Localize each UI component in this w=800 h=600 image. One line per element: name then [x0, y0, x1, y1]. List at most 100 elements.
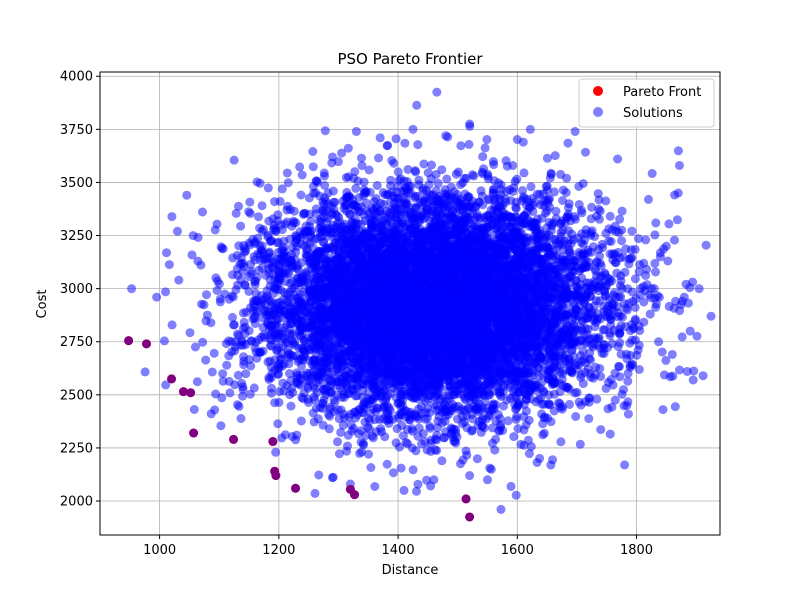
solution-point: [472, 454, 482, 464]
solution-point: [575, 439, 585, 449]
solution-point: [333, 437, 342, 447]
solution-point: [310, 488, 320, 498]
solution-point: [249, 252, 259, 262]
solution-point: [596, 314, 605, 324]
solution-point: [461, 446, 471, 456]
solution-point: [546, 168, 556, 178]
solution-point: [187, 250, 197, 260]
solution-point: [310, 395, 320, 405]
solution-point: [519, 168, 529, 178]
solution-point: [496, 504, 506, 514]
solution-point: [621, 244, 631, 254]
solution-point: [257, 201, 267, 211]
solution-point: [564, 203, 573, 213]
chart-title: PSO Pareto Frontier: [337, 50, 483, 68]
solution-point: [692, 331, 702, 341]
solution-point: [192, 377, 202, 387]
solution-point: [245, 197, 255, 207]
solution-point: [615, 214, 625, 224]
solution-point: [388, 468, 398, 478]
solution-point: [590, 322, 600, 332]
solution-point: [374, 153, 383, 163]
solutions-cloud: [140, 100, 711, 514]
solution-point: [413, 140, 423, 150]
solution-point: [564, 226, 573, 236]
solution-point: [701, 240, 711, 250]
solution-point: [627, 287, 637, 297]
solution-point: [164, 260, 174, 270]
solution-point: [408, 465, 418, 475]
solution-point: [551, 206, 561, 216]
solution-point: [370, 482, 380, 491]
solution-point: [338, 420, 348, 430]
solution-point: [649, 284, 659, 293]
solution-point: [526, 442, 536, 452]
solution-point: [234, 401, 244, 411]
solution-point: [337, 148, 347, 158]
solution-point: [689, 366, 699, 376]
solution-point: [601, 383, 611, 393]
solution-point: [296, 416, 306, 426]
solution-point: [285, 369, 294, 378]
solution-point: [506, 481, 516, 491]
solution-point: [485, 463, 495, 473]
solution-point: [372, 181, 382, 190]
solution-point: [222, 360, 232, 370]
solution-point: [617, 206, 627, 216]
solution-point: [233, 280, 243, 290]
solution-point: [540, 412, 550, 422]
solution-point: [673, 146, 683, 156]
solution-point: [228, 292, 238, 302]
solution-point: [270, 197, 280, 207]
solution-point: [550, 151, 560, 161]
solution-point: [244, 286, 254, 296]
solution-point: [273, 419, 283, 429]
solution-point: [524, 449, 534, 459]
solution-point: [630, 274, 640, 284]
solution-point: [509, 432, 519, 442]
solution-point: [382, 459, 392, 469]
solution-point: [233, 370, 243, 380]
solution-point: [650, 258, 660, 268]
solution-point: [576, 205, 586, 215]
solution-point: [161, 380, 171, 390]
solution-point: [167, 212, 177, 222]
solution-point: [647, 169, 657, 178]
solution-point: [210, 225, 220, 235]
solution-point: [271, 447, 281, 457]
solution-point: [442, 174, 452, 184]
solution-point: [623, 376, 633, 386]
solution-point: [193, 232, 203, 242]
solution-point: [400, 138, 410, 148]
solution-point: [167, 320, 177, 330]
solution-point: [594, 214, 604, 224]
solution-point: [336, 427, 346, 437]
solution-point: [236, 221, 246, 231]
solution-point: [287, 432, 297, 441]
solution-point: [343, 441, 352, 451]
solution-point: [587, 202, 597, 212]
solution-point: [403, 165, 413, 174]
solution-point: [549, 187, 559, 197]
solution-point: [319, 168, 329, 178]
solution-point: [605, 211, 615, 221]
solution-point: [196, 260, 206, 270]
solution-point: [174, 275, 184, 285]
solution-point: [209, 348, 219, 358]
solution-point: [296, 190, 306, 200]
solution-point: [614, 361, 624, 371]
solution-point: [464, 139, 474, 149]
solution-point: [411, 167, 421, 177]
solution-point: [162, 248, 171, 258]
solution-point: [627, 226, 637, 236]
solution-point: [189, 405, 199, 414]
solution-point: [491, 434, 501, 444]
solution-point: [556, 437, 566, 447]
solution-point: [670, 235, 679, 245]
solution-point: [357, 153, 366, 163]
solution-point: [556, 169, 566, 179]
solution-point: [234, 201, 243, 211]
solution-point: [308, 162, 318, 172]
solution-point: [650, 230, 660, 240]
